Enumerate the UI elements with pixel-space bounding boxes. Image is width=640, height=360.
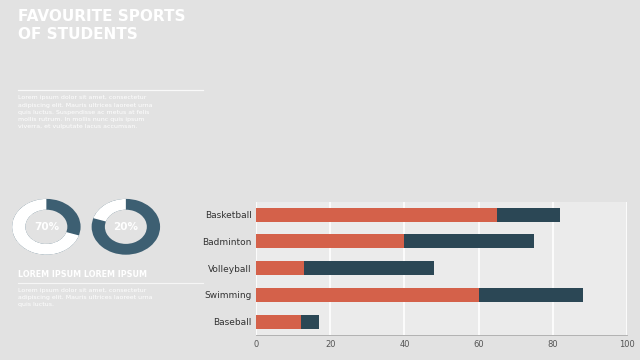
Wedge shape xyxy=(92,199,160,255)
Text: LOREM IPSUM LOREM IPSUM: LOREM IPSUM LOREM IPSUM xyxy=(18,270,147,279)
Bar xyxy=(256,315,301,329)
Bar xyxy=(404,234,534,248)
Bar xyxy=(256,208,497,222)
Wedge shape xyxy=(12,199,79,255)
Bar xyxy=(304,261,434,275)
Bar xyxy=(479,288,582,302)
Bar xyxy=(497,208,561,222)
Wedge shape xyxy=(12,199,81,255)
Wedge shape xyxy=(93,199,126,221)
Bar xyxy=(256,261,304,275)
Bar xyxy=(301,315,319,329)
Bar xyxy=(256,234,404,248)
Text: 70%: 70% xyxy=(34,222,59,232)
Text: Lorem ipsum dolor sit amet, consectetur
adipiscing elit. Mauris ultrices laoreet: Lorem ipsum dolor sit amet, consectetur … xyxy=(18,95,152,129)
Text: 20%: 20% xyxy=(113,222,138,232)
Text: FAVOURITE SPORTS
OF STUDENTS: FAVOURITE SPORTS OF STUDENTS xyxy=(18,9,185,42)
Bar xyxy=(256,288,479,302)
Text: Lorem ipsum dolor sit amet, consectetur
adipiscing elit. Mauris ultrices laoreet: Lorem ipsum dolor sit amet, consectetur … xyxy=(18,288,152,307)
